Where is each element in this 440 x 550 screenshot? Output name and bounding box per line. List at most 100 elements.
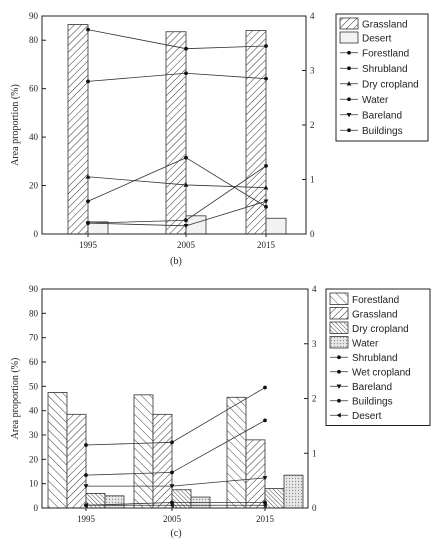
- point-water-2005: [184, 155, 188, 160]
- point-forestland-2005: [184, 46, 188, 51]
- x-tick-label: 2005: [163, 514, 182, 524]
- point-dry-cropland-2005: [183, 182, 189, 187]
- bar-forestland-2015: [226, 396, 247, 509]
- y-axis-label: Area proportion (%): [10, 84, 21, 166]
- point-forestland-2015: [264, 44, 268, 48]
- point-water-1995: [86, 199, 90, 204]
- y-tick-label: 90: [29, 11, 39, 21]
- legend-label: Dry cropland: [362, 79, 419, 90]
- legend-marker: [346, 81, 352, 86]
- y-tick-label: 80: [29, 308, 39, 318]
- legend-label: Water: [352, 339, 379, 350]
- y-tick-label: 0: [34, 229, 39, 239]
- y-axis-label: Area proportion (%): [10, 358, 21, 440]
- y2-tick-label: 3: [310, 66, 315, 76]
- y-tick-label: 60: [29, 357, 39, 367]
- y2-tick-label: 0: [310, 229, 315, 239]
- legend-label: Buildings: [352, 396, 393, 407]
- point-desert-2005: [169, 502, 174, 508]
- point-water-2015: [264, 204, 268, 209]
- legend-swatch: [339, 31, 359, 44]
- y-tick-label: 90: [29, 284, 39, 294]
- bar-grassland-2005: [165, 31, 187, 235]
- legend-marker: [337, 398, 341, 403]
- y2-tick-label: 3: [312, 339, 317, 349]
- y2-tick-label: 1: [310, 175, 315, 185]
- legend-label: Buildings: [362, 126, 403, 137]
- point-bareland-2005: [183, 224, 189, 229]
- point-shrubland-2005: [170, 440, 174, 445]
- y-tick-label: 20: [29, 454, 39, 464]
- point-shrubland-2015: [263, 385, 267, 390]
- legend-label: Shrubland: [362, 64, 408, 75]
- y2-tick-label: 0: [312, 503, 317, 513]
- legend-marker: [347, 97, 351, 102]
- legend-label: Grassland: [362, 20, 408, 31]
- point-wet-cropland-2005: [170, 470, 174, 475]
- point-dry-cropland-1995: [85, 174, 91, 179]
- legend-marker: [337, 369, 341, 374]
- point-desert-2015: [262, 502, 267, 508]
- legend-swatch: [329, 292, 349, 305]
- bar-water-1995: [104, 495, 125, 509]
- y-tick-label: 30: [29, 430, 39, 440]
- y-tick-label: 70: [29, 333, 39, 343]
- legend-label: Bareland: [362, 110, 402, 121]
- y2-tick-label: 4: [312, 284, 317, 294]
- bar-desert-2015: [265, 217, 287, 235]
- legend-swatch: [329, 336, 349, 349]
- x-tick-label: 1995: [79, 240, 98, 250]
- point-buildings-2005: [184, 218, 188, 223]
- y-tick-label: 60: [29, 84, 39, 94]
- legend-swatch: [329, 321, 349, 334]
- legend-marker: [337, 355, 341, 360]
- point-bareland-2005: [169, 484, 175, 489]
- point-shrubland-1995: [84, 443, 88, 447]
- legend-label: Water: [362, 95, 389, 106]
- point-buildings-1995: [86, 221, 90, 226]
- legend-swatch: [339, 17, 359, 30]
- x-tick-label: 2015: [257, 240, 276, 250]
- bar-grassland-2015: [245, 439, 266, 509]
- point-dry-cropland-2015: [263, 185, 269, 190]
- point-forestland-1995: [86, 27, 90, 32]
- point-shrubland-2015: [264, 76, 268, 81]
- legend-label: Bareland: [352, 382, 392, 393]
- legend-marker: [347, 50, 351, 55]
- x-tick-label: 2015: [256, 514, 275, 524]
- bar-water-2015: [283, 474, 304, 509]
- y-tick-label: 80: [29, 35, 39, 45]
- y-tick-label: 0: [34, 503, 39, 513]
- y-tick-label: 40: [29, 406, 39, 416]
- point-shrubland-1995: [86, 79, 90, 84]
- bar-grassland-1995: [66, 413, 87, 509]
- point-wet-cropland-2015: [263, 418, 267, 423]
- bar-grassland-2015: [245, 30, 267, 235]
- legend-label: Forestland: [362, 48, 409, 59]
- legend-label: Shrubland: [352, 353, 398, 364]
- legend-marker: [347, 66, 351, 71]
- legend-label: Grassland: [352, 310, 398, 321]
- x-tick-label: 1995: [77, 514, 96, 524]
- legend-label: Wet cropland: [352, 367, 411, 378]
- y-tick-label: 10: [29, 479, 39, 489]
- y-tick-label: 40: [29, 132, 39, 142]
- legend-label: Desert: [352, 411, 382, 422]
- y2-tick-label: 1: [312, 448, 317, 458]
- legend-swatch: [329, 307, 349, 320]
- panel-label: (c): [170, 528, 181, 539]
- point-wet-cropland-1995: [84, 473, 88, 478]
- y-tick-label: 50: [29, 381, 39, 391]
- bar-dry-cropland-1995: [85, 492, 106, 509]
- chart-panel-b: 0 20 40 60 80 90 0 1 2 3 4 1995 2005 2015 Area proport…: [10, 11, 429, 267]
- bar-forestland-2005: [133, 394, 154, 509]
- x-tick-label: 2005: [177, 240, 196, 250]
- legend-label: Forestland: [352, 295, 399, 306]
- y2-tick-label: 2: [312, 394, 317, 404]
- y2-tick-label: 4: [310, 11, 315, 21]
- bar-forestland-1995: [47, 392, 68, 509]
- bar-dry-cropland-2015: [264, 488, 285, 509]
- point-bareland-2015: [262, 476, 268, 481]
- legend-marker: [346, 112, 352, 118]
- point-buildings-2015: [264, 163, 268, 168]
